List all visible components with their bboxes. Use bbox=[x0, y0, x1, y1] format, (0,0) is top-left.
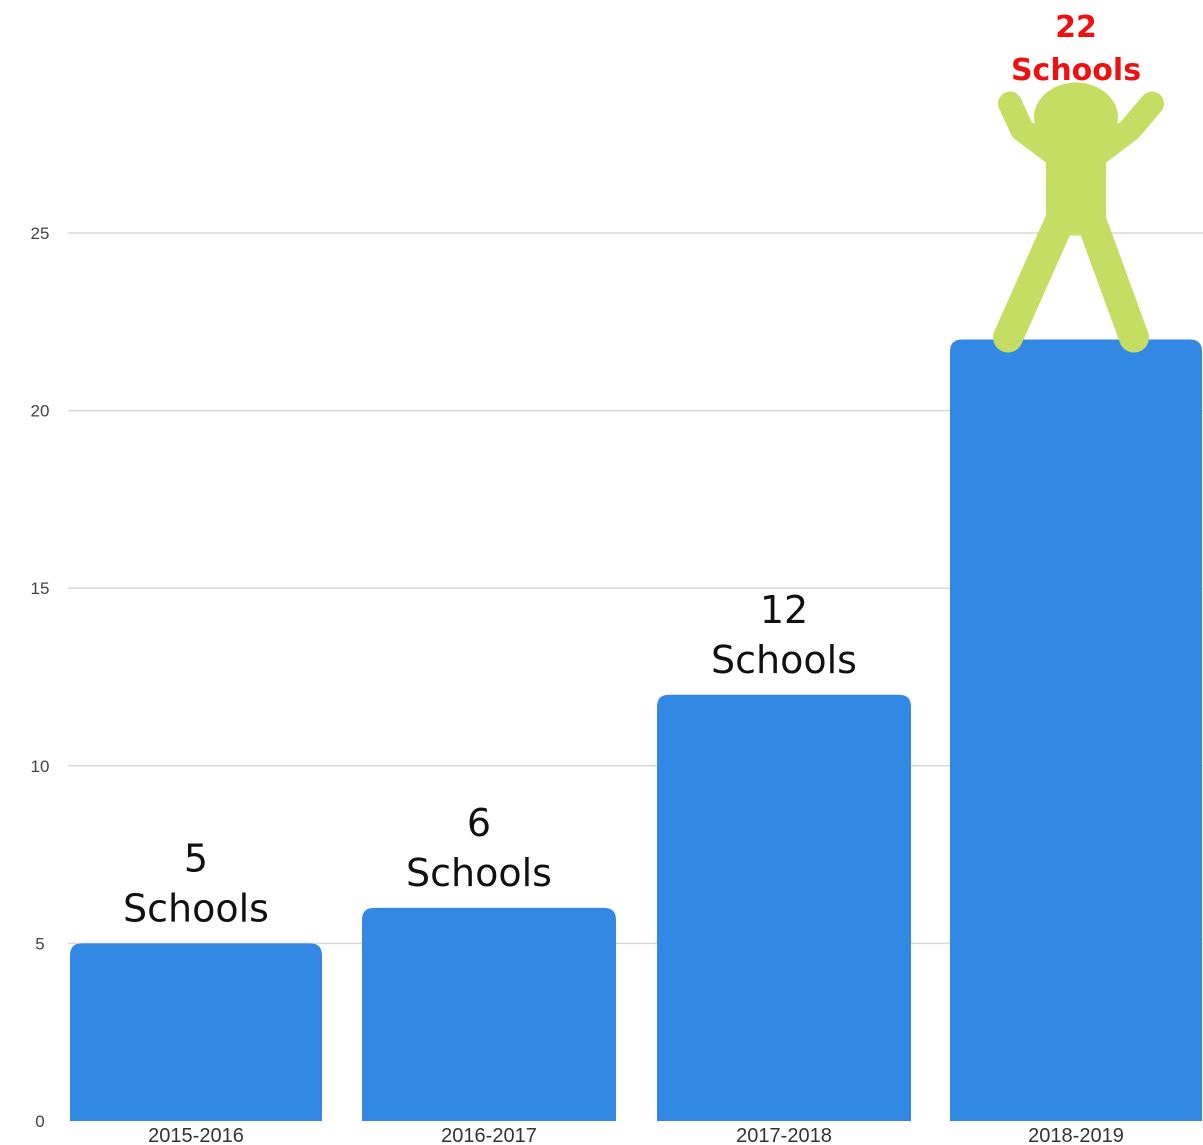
y-tick-label: 5 bbox=[35, 934, 44, 953]
y-tick-label: 10 bbox=[31, 757, 50, 776]
y-tick-label: 15 bbox=[31, 579, 50, 598]
figure-head bbox=[1034, 82, 1118, 153]
data-labels: 5 Schools 6 Schools 12 Schools 22 Schools bbox=[123, 10, 1141, 930]
figure-arm bbox=[1086, 91, 1164, 166]
data-label-number: 6 bbox=[467, 801, 491, 845]
x-axis-labels: 2015-2016 2016-2017 2017-2018 2018-2019 bbox=[148, 1125, 1124, 1145]
data-label-unit: Schools bbox=[406, 851, 552, 895]
y-tick-label: 25 bbox=[31, 224, 50, 243]
y-axis-ticks: 0 5 10 15 20 25 bbox=[31, 224, 50, 1131]
figure-arm bbox=[998, 91, 1066, 166]
x-tick-label: 2017-2018 bbox=[736, 1125, 832, 1145]
bar-2015-2016 bbox=[70, 943, 322, 1121]
y-tick-label: 0 bbox=[35, 1112, 44, 1131]
data-label-unit: Schools bbox=[711, 638, 857, 682]
celebrating-person-icon bbox=[993, 82, 1164, 353]
bars bbox=[70, 339, 1202, 1121]
y-tick-label: 20 bbox=[31, 402, 50, 421]
data-label-unit: Schools bbox=[123, 886, 269, 930]
x-tick-label: 2015-2016 bbox=[148, 1125, 244, 1145]
bar-2016-2017 bbox=[362, 907, 616, 1121]
data-label-unit: Schools bbox=[1011, 53, 1141, 88]
bar-2018-2019 bbox=[950, 339, 1202, 1121]
data-label-number: 12 bbox=[760, 588, 808, 632]
figure-torso bbox=[1046, 139, 1106, 236]
data-label-number: 5 bbox=[184, 836, 208, 880]
x-tick-label: 2016-2017 bbox=[441, 1125, 537, 1145]
x-tick-label: 2018-2019 bbox=[1028, 1125, 1124, 1145]
data-label-number: 22 bbox=[1055, 10, 1097, 45]
bar-2017-2018 bbox=[657, 694, 911, 1121]
